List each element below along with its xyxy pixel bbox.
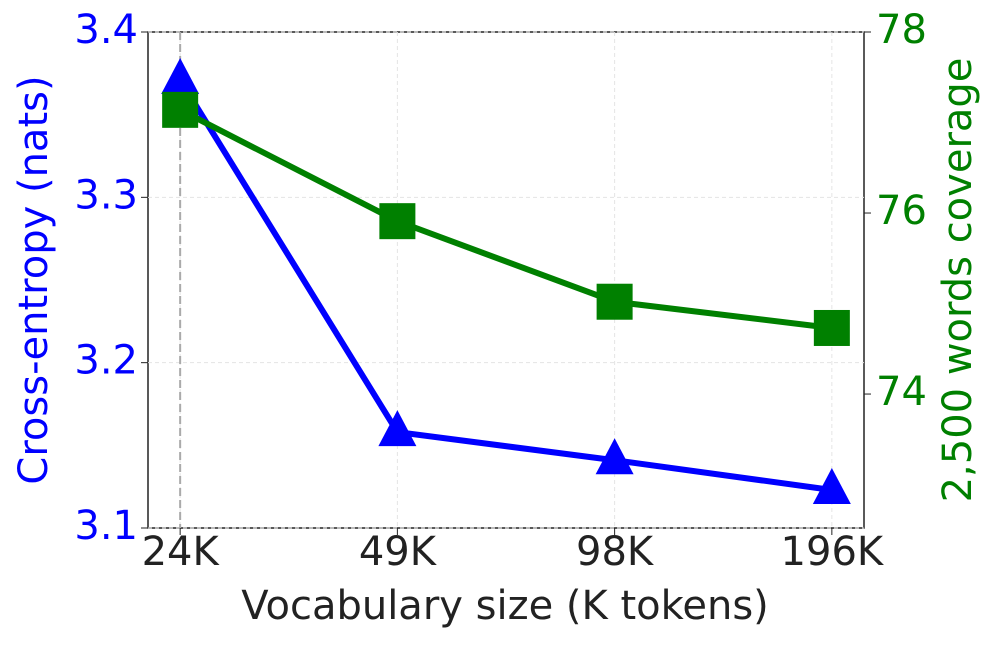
series-line	[178, 107, 833, 331]
triangle-marker	[812, 467, 851, 504]
x-tick-label: 196K	[781, 529, 885, 575]
plot-frame	[147, 31, 865, 529]
square-marker	[162, 91, 199, 128]
x-tick-label: 98K	[576, 529, 655, 575]
y2-tick-label: 76	[876, 188, 927, 234]
triangle-marker	[378, 410, 417, 447]
y2-tick-label: 74	[876, 369, 927, 415]
triangle-marker	[595, 438, 634, 475]
square-marker	[596, 283, 633, 320]
x-tick-label: 24K	[142, 529, 221, 575]
y-axis-label: Cross-entropy (nats)	[11, 75, 57, 484]
x-tick-label: 49K	[359, 529, 438, 575]
y-tick-label: 3.4	[74, 7, 138, 53]
triangle-marker	[161, 57, 200, 94]
y-tick-label: 3.2	[74, 338, 138, 384]
y2-axis-label: 2,500 words coverage	[935, 58, 981, 503]
x-axis-label: Vocabulary size (K tokens)	[241, 583, 769, 629]
square-marker	[813, 309, 850, 346]
series-line	[177, 78, 833, 493]
square-marker	[379, 203, 416, 240]
y2-tick-label: 78	[876, 7, 927, 53]
y-tick-label: 3.1	[74, 503, 138, 549]
y-tick-label: 3.3	[74, 172, 138, 218]
